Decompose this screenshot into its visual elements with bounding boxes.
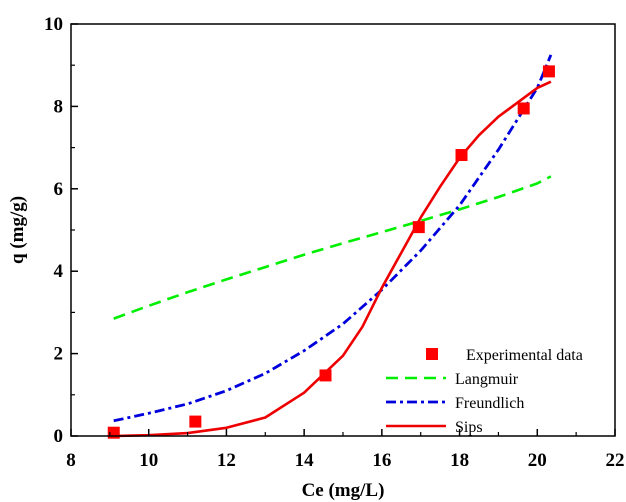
y-tick-label: 10 [44,14,63,35]
y-tick-label: 0 [54,426,64,447]
axis-layer: 8 10 12 14 16 18 20 22 0 2 4 6 8 10 [44,14,625,471]
legend-label: Langmuir [455,371,519,388]
legend-item: Experimental data [426,347,583,364]
series-line-langmuir [113,175,552,320]
legend-item: Freundlich [386,395,524,412]
x-axis-title: Ce (mg/L) [302,480,385,501]
y-tick-label: 6 [54,179,64,200]
x-tick-label: 8 [66,450,76,471]
legend-label: Freundlich [455,395,524,412]
data-point-marker [542,65,555,78]
legend: Experimental data Langmuir Freundlich Sips [386,347,583,436]
legend-label: Experimental data [466,347,583,364]
x-tick-label: 12 [217,450,236,471]
x-tick-label: 16 [372,450,391,471]
data-point-marker [455,149,468,162]
y-tick-label: 2 [54,344,64,365]
series-line-sips [113,80,552,438]
x-tick-label: 22 [606,450,625,471]
x-tick-label: 10 [139,450,158,471]
data-point-marker [517,102,530,115]
data-point-marker [412,221,425,234]
series-line-freundlich [113,54,553,423]
legend-marker [426,348,438,360]
x-tick-label: 20 [528,450,547,471]
data-point-marker [319,369,332,382]
plot-area-frame [70,23,616,437]
legend-item: Langmuir [386,371,519,388]
y-tick-label: 8 [54,96,64,117]
x-tick-label: 14 [295,450,315,471]
y-tick-label: 4 [54,261,64,282]
legend-label: Sips [455,419,483,436]
y-axis-title: q (mg/g) [7,196,28,264]
series-layer [107,54,555,439]
legend-item: Sips [386,419,483,436]
x-tick-label: 18 [450,450,469,471]
data-point-marker [189,415,202,428]
